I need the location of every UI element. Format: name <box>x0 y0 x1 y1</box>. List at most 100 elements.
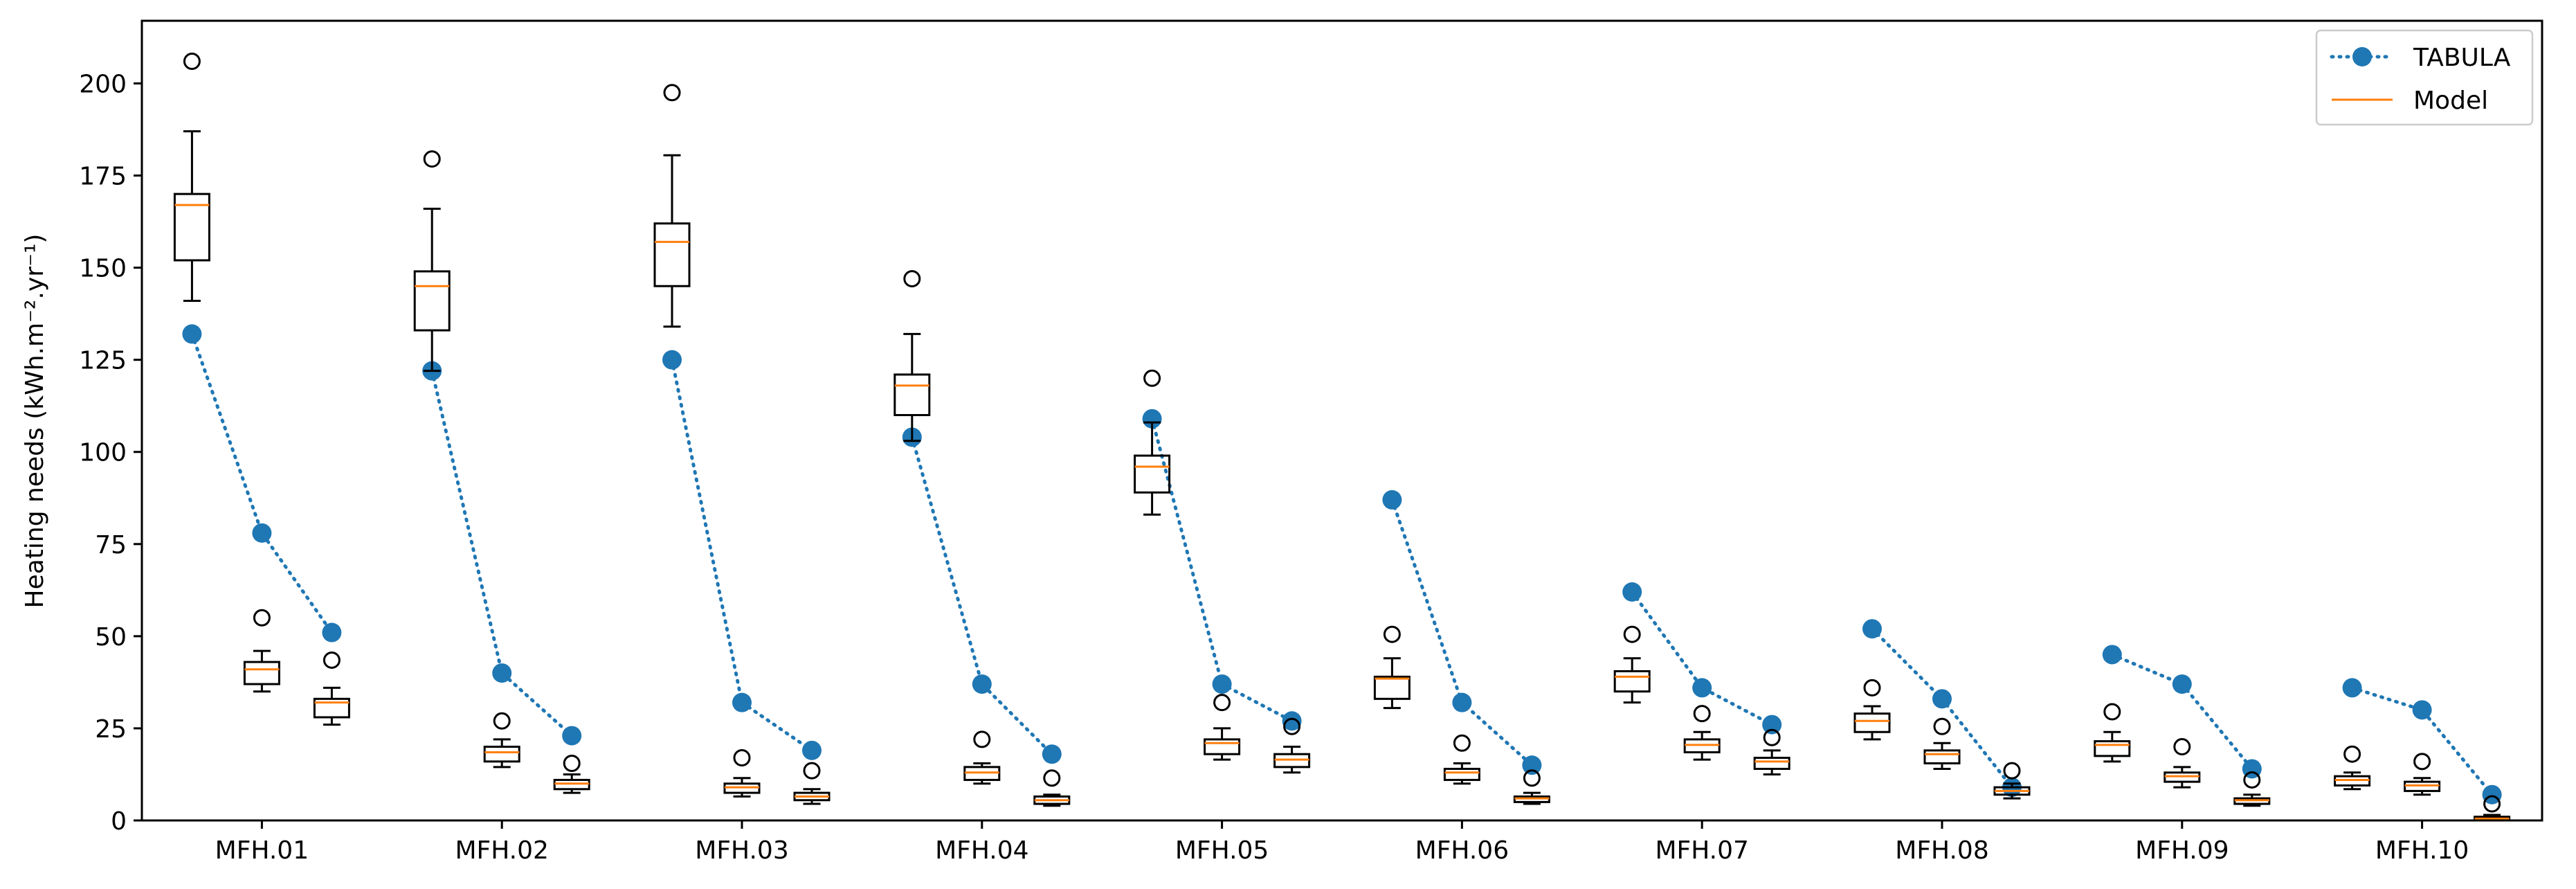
model-boxplots <box>173 53 2511 822</box>
outlier <box>1043 769 1061 787</box>
tabula-point <box>1692 678 1712 698</box>
tabula-point <box>1622 582 1642 602</box>
tabula-point <box>1282 711 1302 731</box>
model-boxplot <box>2404 753 2441 796</box>
outlier <box>253 609 271 627</box>
tabula-point <box>1212 674 1232 694</box>
model-boxplot <box>313 651 350 726</box>
x-tick-label: MFH.08 <box>1895 836 1988 865</box>
y-tick-label: 125 <box>79 347 127 375</box>
model-boxplot <box>1273 717 1311 774</box>
tabula-point <box>182 324 202 344</box>
model-boxplot <box>2233 771 2271 807</box>
outlier <box>1763 728 1781 746</box>
model-boxplot <box>1993 762 2031 800</box>
x-tick-label: MFH.10 <box>2375 836 2469 865</box>
tabula-point <box>562 726 582 746</box>
outlier <box>973 730 991 748</box>
model-boxplot <box>1613 625 1651 704</box>
model-boxplot <box>2334 745 2371 791</box>
y-tick-label: 150 <box>79 255 127 283</box>
x-tick-label: MFH.03 <box>695 836 788 865</box>
tabula-point <box>1522 755 1542 775</box>
outlier <box>2003 762 2021 780</box>
box <box>483 746 520 763</box>
x-tick-label: MFH.09 <box>2135 836 2229 865</box>
model-boxplot <box>1853 679 1891 741</box>
y-tick-label: 100 <box>79 439 127 467</box>
tabula-point <box>732 692 752 712</box>
tabula-line <box>2350 685 2494 797</box>
box <box>1443 767 1480 781</box>
box <box>243 661 280 685</box>
tabula-point <box>1862 619 1882 639</box>
outlier <box>1283 717 1301 735</box>
tabula-point <box>802 740 822 760</box>
model-boxplot <box>1443 734 1480 785</box>
legend-swatch-marker <box>2352 47 2372 66</box>
y-tick-label: 200 <box>79 70 127 98</box>
y-tick-label: 175 <box>79 163 127 191</box>
x-tick-label: MFH.05 <box>1175 836 1269 865</box>
box <box>653 222 691 287</box>
model-boxplot <box>1513 769 1550 805</box>
x-tick-label: MFH.02 <box>455 836 548 865</box>
outlier <box>903 270 921 288</box>
tabula-point <box>252 523 272 543</box>
outlier <box>1143 369 1161 387</box>
tabula-point <box>1142 408 1162 429</box>
model-boxplot <box>963 730 1001 785</box>
axes-frame <box>140 19 2543 822</box>
outlier <box>1623 625 1641 643</box>
box <box>894 373 931 417</box>
model-boxplot <box>894 270 931 442</box>
outlier <box>2343 745 2361 763</box>
outlier <box>1693 705 1711 723</box>
outlier <box>183 53 201 71</box>
tabula-point <box>2412 700 2432 720</box>
tabula-point <box>1042 744 1062 764</box>
tabula-point <box>1932 689 1952 709</box>
outlier <box>423 150 441 168</box>
box <box>313 697 350 719</box>
outlier <box>1383 625 1401 643</box>
box <box>1613 670 1651 693</box>
model-boxplot <box>173 53 210 303</box>
tabula-point <box>662 350 682 370</box>
model-boxplot <box>243 609 280 693</box>
model-boxplot <box>413 150 451 372</box>
outlier <box>1863 679 1881 697</box>
y-tick-label: 0 <box>111 807 127 836</box>
tabula-line <box>430 369 574 738</box>
legend-label: Model <box>2413 87 2488 115</box>
tabula-line <box>1630 590 1774 727</box>
box <box>2094 740 2131 757</box>
outlier <box>803 762 821 780</box>
outlier <box>663 84 681 102</box>
tabula-point <box>492 663 512 683</box>
box <box>1373 675 1411 700</box>
y-axis-label: Heating needs (kWh.m⁻².yr⁻¹) <box>21 234 49 609</box>
outlier <box>323 651 341 669</box>
box <box>1204 738 1241 755</box>
model-boxplot <box>793 762 831 805</box>
model-boxplot <box>1683 705 1721 761</box>
plot-background <box>142 21 2542 820</box>
model-boxplot <box>653 84 691 328</box>
model-boxplot <box>2164 738 2201 789</box>
legend-entry: Model <box>2332 87 2488 115</box>
model-boxplot <box>723 749 761 798</box>
tabula-point <box>1762 715 1782 735</box>
tabula-point <box>972 674 992 694</box>
box <box>173 192 210 262</box>
tabula-point <box>1452 692 1472 712</box>
y-tick-label: 50 <box>95 623 127 652</box>
y-tick-label: 25 <box>95 715 127 744</box>
x-tick-label: MFH.07 <box>1655 836 1748 865</box>
box <box>1134 454 1171 494</box>
legend: TABULA Model <box>2315 29 2534 126</box>
tabula-point <box>322 622 342 643</box>
model-boxplot <box>1134 369 1171 516</box>
outlier <box>2173 738 2191 756</box>
model-boxplot <box>1753 728 1790 775</box>
